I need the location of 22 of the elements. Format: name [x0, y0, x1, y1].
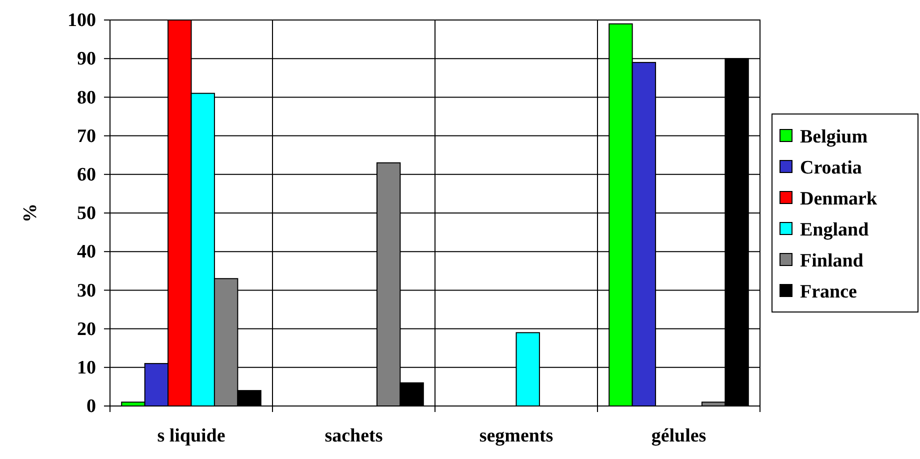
y-axis-title: %	[20, 204, 41, 222]
y-tick-label: 100	[68, 10, 96, 32]
y-tick-label: 50	[77, 203, 96, 224]
y-tick-label: 70	[77, 126, 96, 147]
x-tick-label: sachets	[324, 425, 383, 446]
x-tick-label: s liquide	[157, 425, 226, 446]
y-tick-label: 0	[86, 396, 96, 418]
legend-label: England	[800, 220, 870, 240]
legend-label: France	[800, 282, 857, 302]
y-tick-label: 10	[77, 357, 96, 378]
y-tick-label: 90	[77, 48, 96, 70]
y-tick-label: 30	[77, 280, 96, 302]
y-tick-label: 40	[77, 242, 96, 263]
y-tick-label: 20	[77, 318, 96, 340]
legend-label: Belgium	[800, 126, 868, 148]
y-tick-label: 60	[77, 164, 96, 186]
legend-label: Croatia	[800, 158, 862, 178]
x-tick-label: gélules	[651, 425, 706, 446]
x-tick-label: segments	[479, 425, 554, 446]
legend-label: Finland	[800, 250, 864, 272]
y-tick-label: 80	[77, 87, 96, 108]
legend-label: Denmark	[800, 188, 878, 210]
